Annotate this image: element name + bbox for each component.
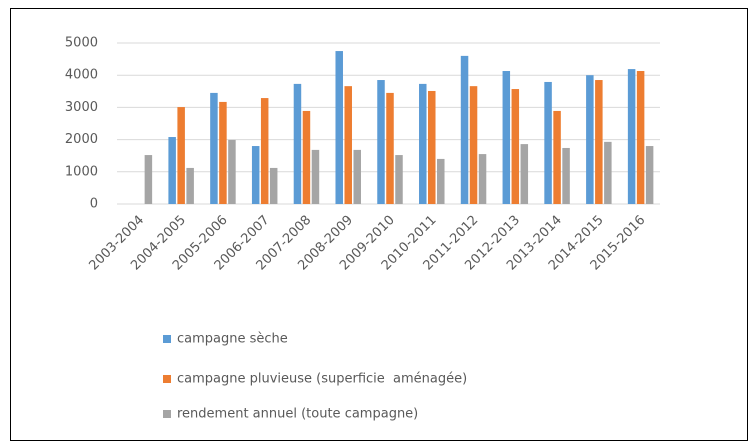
bar: [311, 149, 320, 204]
bar: [562, 147, 570, 204]
bar: [469, 86, 478, 204]
bar: [168, 137, 176, 204]
legend-swatch: [163, 375, 171, 383]
bar: [210, 92, 218, 204]
bar: [269, 167, 278, 204]
bar: [260, 98, 269, 204]
y-tick-label: 0: [90, 197, 98, 212]
legend-label: campagne sèche: [177, 332, 288, 347]
bar: [228, 139, 236, 204]
bar: [419, 83, 427, 204]
legend-label: rendement annuel (toute campagne): [177, 407, 418, 422]
bar: [335, 51, 343, 204]
bar: [219, 101, 227, 204]
bar: [636, 71, 645, 204]
y-tick-label: 2000: [65, 132, 98, 147]
y-tick-label: 5000: [65, 36, 98, 51]
bar: [595, 80, 603, 204]
bar: [478, 154, 487, 204]
bar: [144, 155, 153, 204]
bar: [302, 110, 311, 204]
bar: [251, 146, 260, 204]
bar: [437, 158, 445, 204]
bar: [627, 69, 636, 204]
bar: [395, 155, 403, 204]
bar: [353, 149, 361, 204]
bar: [428, 90, 436, 204]
bar: [186, 167, 194, 204]
bar: [502, 71, 511, 204]
bar: [460, 55, 469, 204]
bar: [520, 144, 529, 204]
bar: [553, 110, 561, 204]
y-tick-label: 1000: [65, 164, 98, 179]
y-tick-label: 4000: [65, 68, 98, 83]
y-tick-label: 3000: [65, 100, 98, 115]
legend-swatch: [163, 410, 171, 418]
bar: [377, 80, 385, 204]
bar: [344, 86, 352, 204]
bar: [177, 107, 185, 204]
legend-label: campagne pluvieuse (superficie aménagée): [177, 372, 467, 387]
bar: [386, 92, 394, 204]
bar: [511, 89, 520, 204]
bar: [293, 83, 302, 204]
bar: [645, 146, 654, 204]
legend-swatch: [163, 335, 171, 343]
bar: [586, 75, 594, 204]
bar: [604, 141, 612, 204]
bar: [544, 81, 552, 204]
